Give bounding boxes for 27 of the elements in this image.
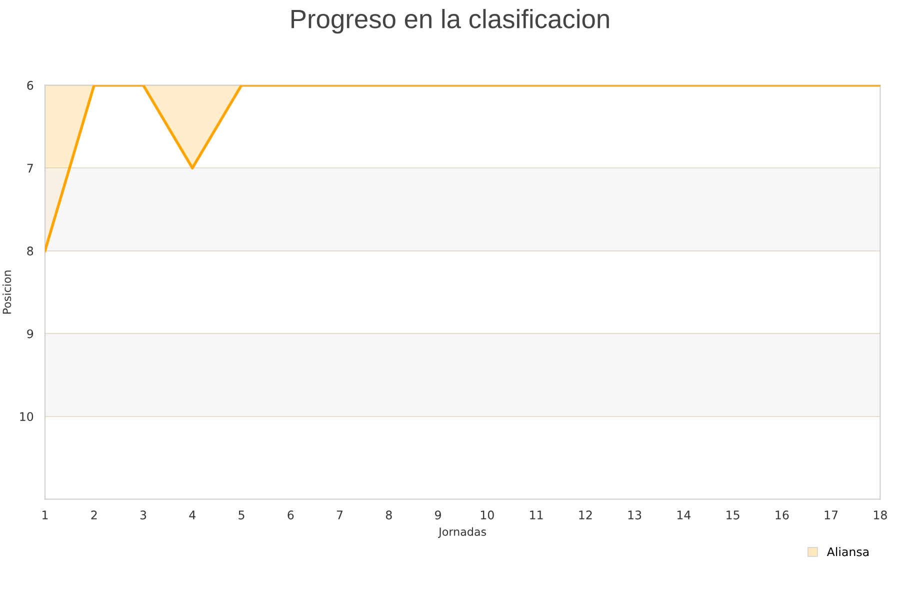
x-tick-label: 18 — [874, 510, 887, 520]
x-tick-label: 17 — [824, 510, 838, 520]
x-tick-label: 11 — [530, 510, 543, 520]
y-tick-label: 10 — [20, 412, 34, 422]
x-tick-label: 10 — [480, 510, 494, 520]
x-tick-label: 2 — [91, 510, 97, 520]
y-tick-label: 9 — [27, 329, 34, 338]
x-tick-label: 5 — [238, 510, 244, 520]
x-tick-label: 4 — [189, 510, 196, 520]
x-tick-label: 1 — [42, 510, 48, 520]
x-tick-label: 13 — [628, 510, 642, 520]
y-tick-label: 7 — [27, 164, 33, 172]
x-tick-label: 16 — [776, 510, 789, 520]
x-axis-title: Jornadas — [438, 527, 486, 538]
x-tick-label: 6 — [288, 510, 294, 520]
x-tick-label: 7 — [336, 510, 343, 520]
x-tick-label: 9 — [435, 510, 441, 520]
chart-title: Progreso en la clasificacion — [292, 9, 609, 34]
y-axis-title: Posicion — [2, 270, 12, 314]
y-tick-label: 8 — [27, 246, 34, 256]
x-tick-label: 12 — [579, 510, 592, 520]
x-tick-label: 15 — [726, 510, 740, 520]
x-tick-label: 8 — [386, 510, 392, 520]
x-tick-label: 14 — [677, 510, 691, 520]
x-tick-label: 3 — [140, 510, 146, 520]
legend-label: Aliansa — [826, 547, 869, 556]
y-tick-label: 6 — [27, 80, 34, 90]
